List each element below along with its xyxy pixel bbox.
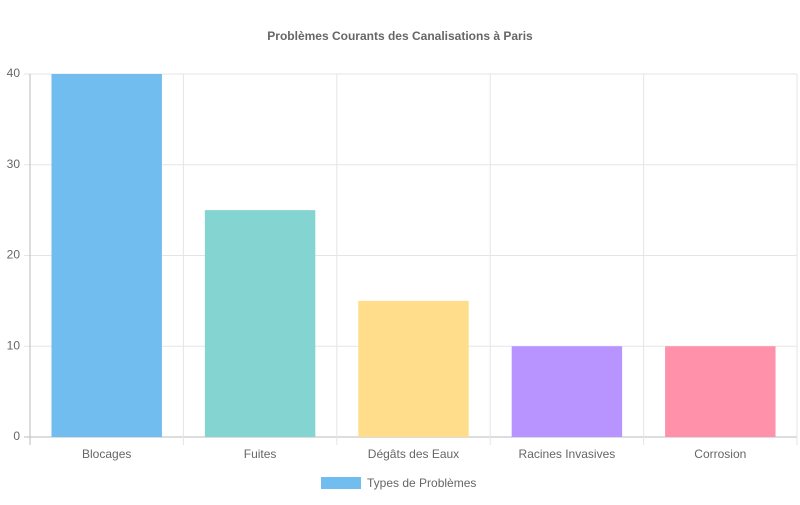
x-tick-label: Racines Invasives xyxy=(519,447,616,461)
bar xyxy=(511,346,623,437)
y-tick-label: 30 xyxy=(7,157,21,171)
x-tick-label: Blocages xyxy=(82,447,131,461)
x-tick-label: Corrosion xyxy=(694,447,746,461)
bar xyxy=(204,210,316,437)
x-tick-label: Dégâts des Eaux xyxy=(368,447,459,461)
legend-swatch xyxy=(321,477,361,489)
y-tick-label: 40 xyxy=(7,66,21,80)
chart-title: Problèmes Courants des Canalisations à P… xyxy=(267,29,533,43)
legend-label: Types de Problèmes xyxy=(367,476,476,490)
y-tick-label: 0 xyxy=(13,429,20,443)
bar xyxy=(358,300,469,437)
x-tick-label: Fuites xyxy=(244,447,277,461)
y-tick-label: 10 xyxy=(7,338,21,352)
bar xyxy=(51,74,162,437)
y-tick-label: 20 xyxy=(7,248,21,262)
bar xyxy=(665,346,776,437)
